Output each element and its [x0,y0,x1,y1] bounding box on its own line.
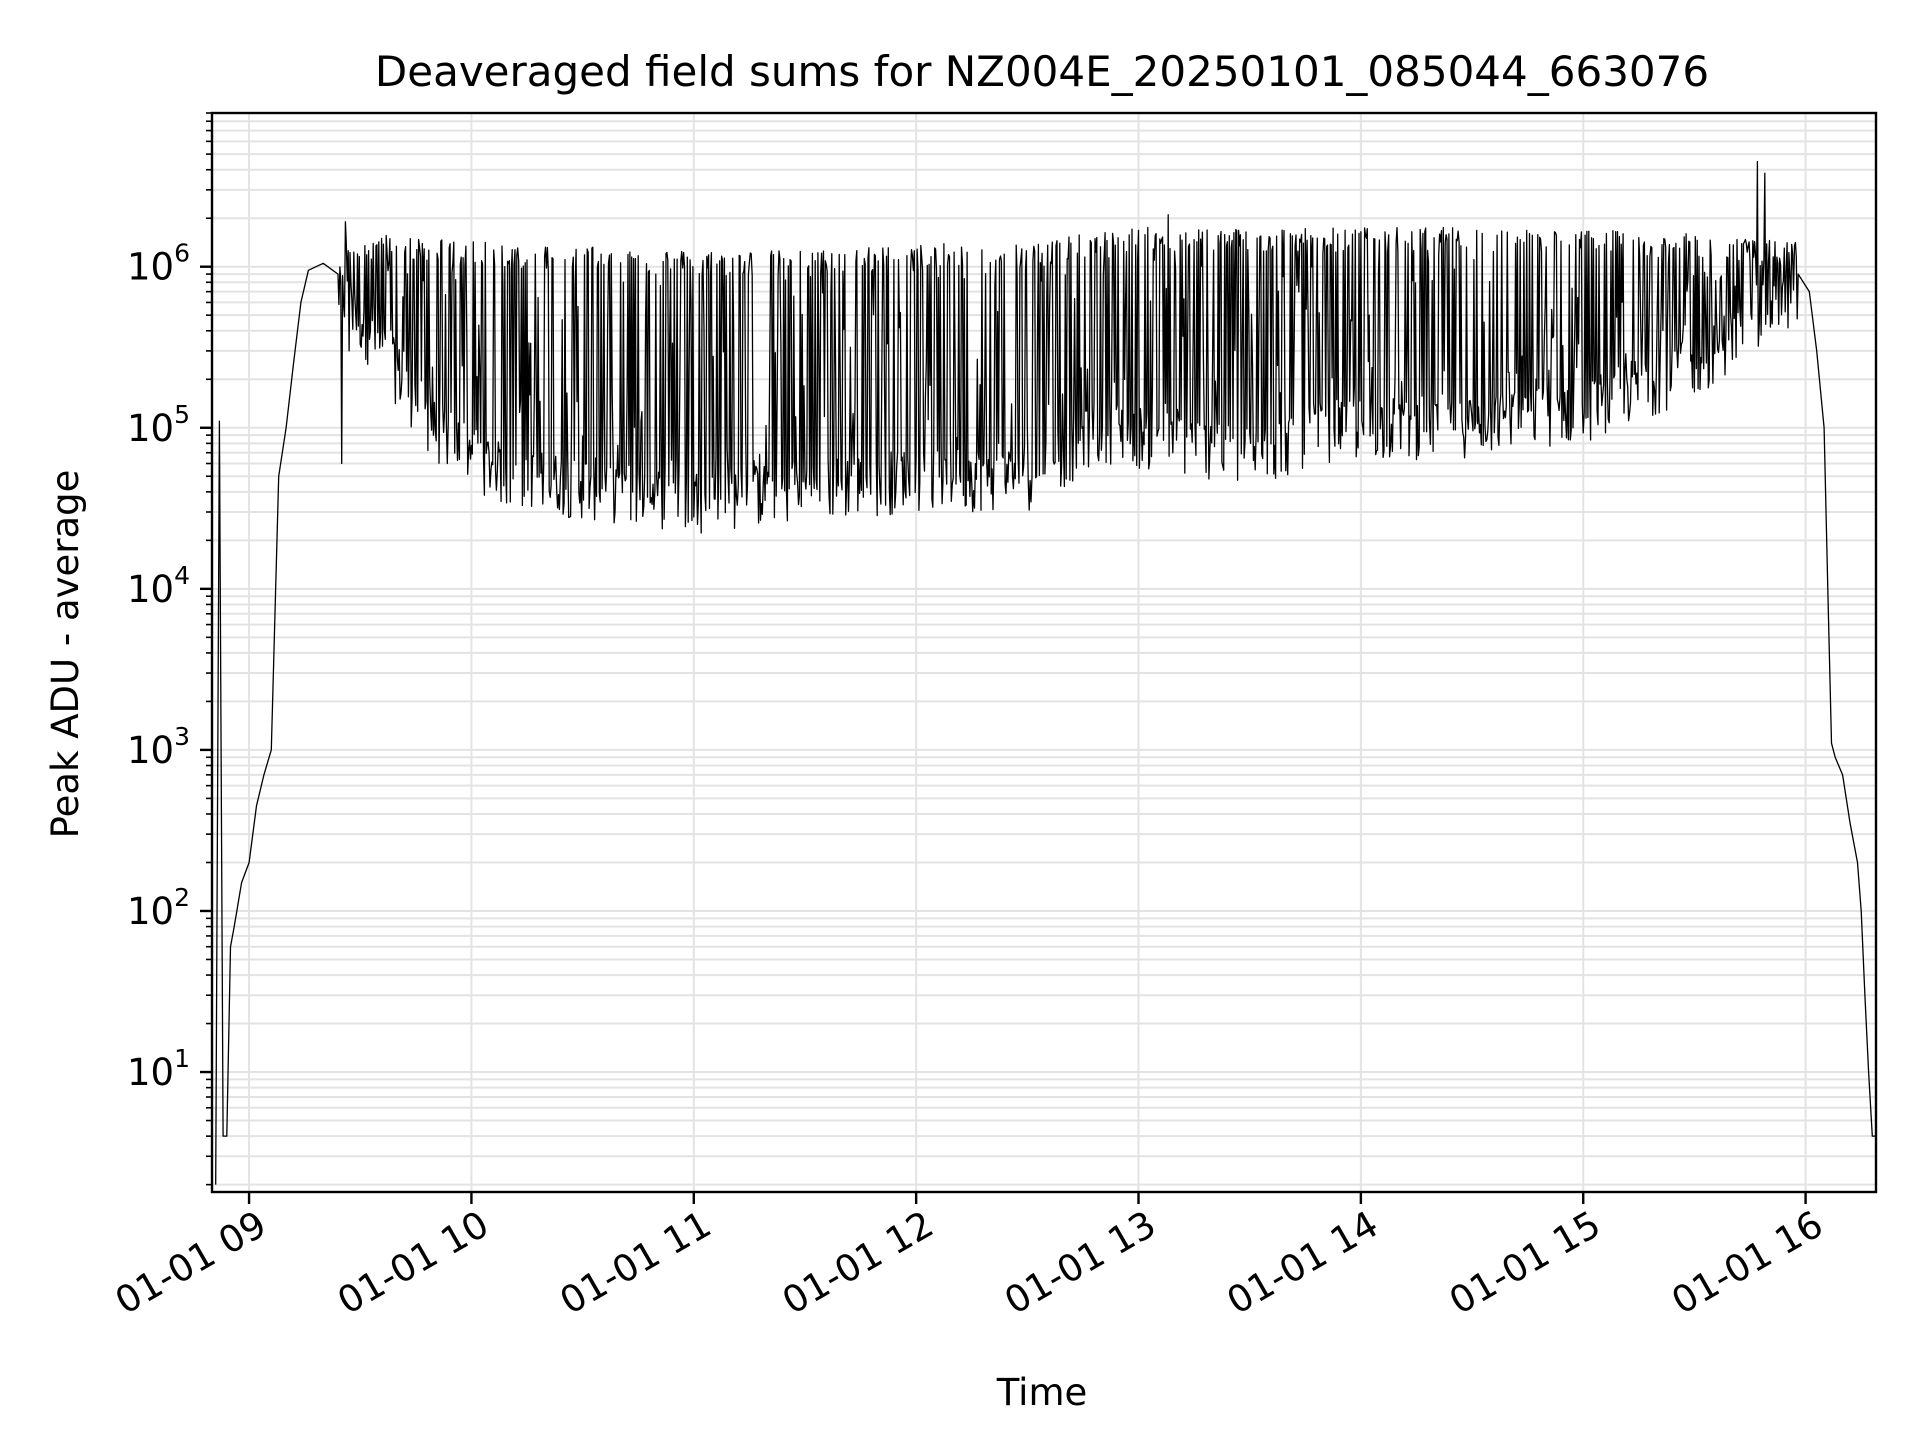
y-tick-label: 105 [127,400,190,450]
series-line [215,160,1876,1185]
plot-frame [210,111,1878,1194]
x-axis-label: Time [996,1371,1088,1414]
y-tick-label: 102 [127,883,190,933]
series-layer [215,160,1876,1185]
y-tick-exponent: 5 [174,400,190,429]
y-tick-base: 10 [127,1051,174,1094]
y-axis-label: Peak ADU - average [44,470,87,839]
y-tick-exponent: 1 [174,1044,190,1073]
y-tick-exponent: 2 [174,883,190,912]
y-tick-base: 10 [127,729,174,772]
y-tick-label: 106 [127,239,190,289]
y-tick-base: 10 [127,568,174,611]
y-tick-exponent: 4 [174,561,190,590]
y-tick-base: 10 [127,246,174,289]
y-tick-label: 101 [127,1044,190,1094]
y-tick-label: 103 [127,722,190,772]
y-tick-label: 104 [127,561,190,611]
y-tick-exponent: 6 [174,239,190,268]
y-tick-base: 10 [127,890,174,933]
chart-title: Deaveraged field sums for NZ004E_2025010… [375,47,1709,96]
y-tick-exponent: 3 [174,722,190,751]
y-tick-base: 10 [127,407,174,450]
